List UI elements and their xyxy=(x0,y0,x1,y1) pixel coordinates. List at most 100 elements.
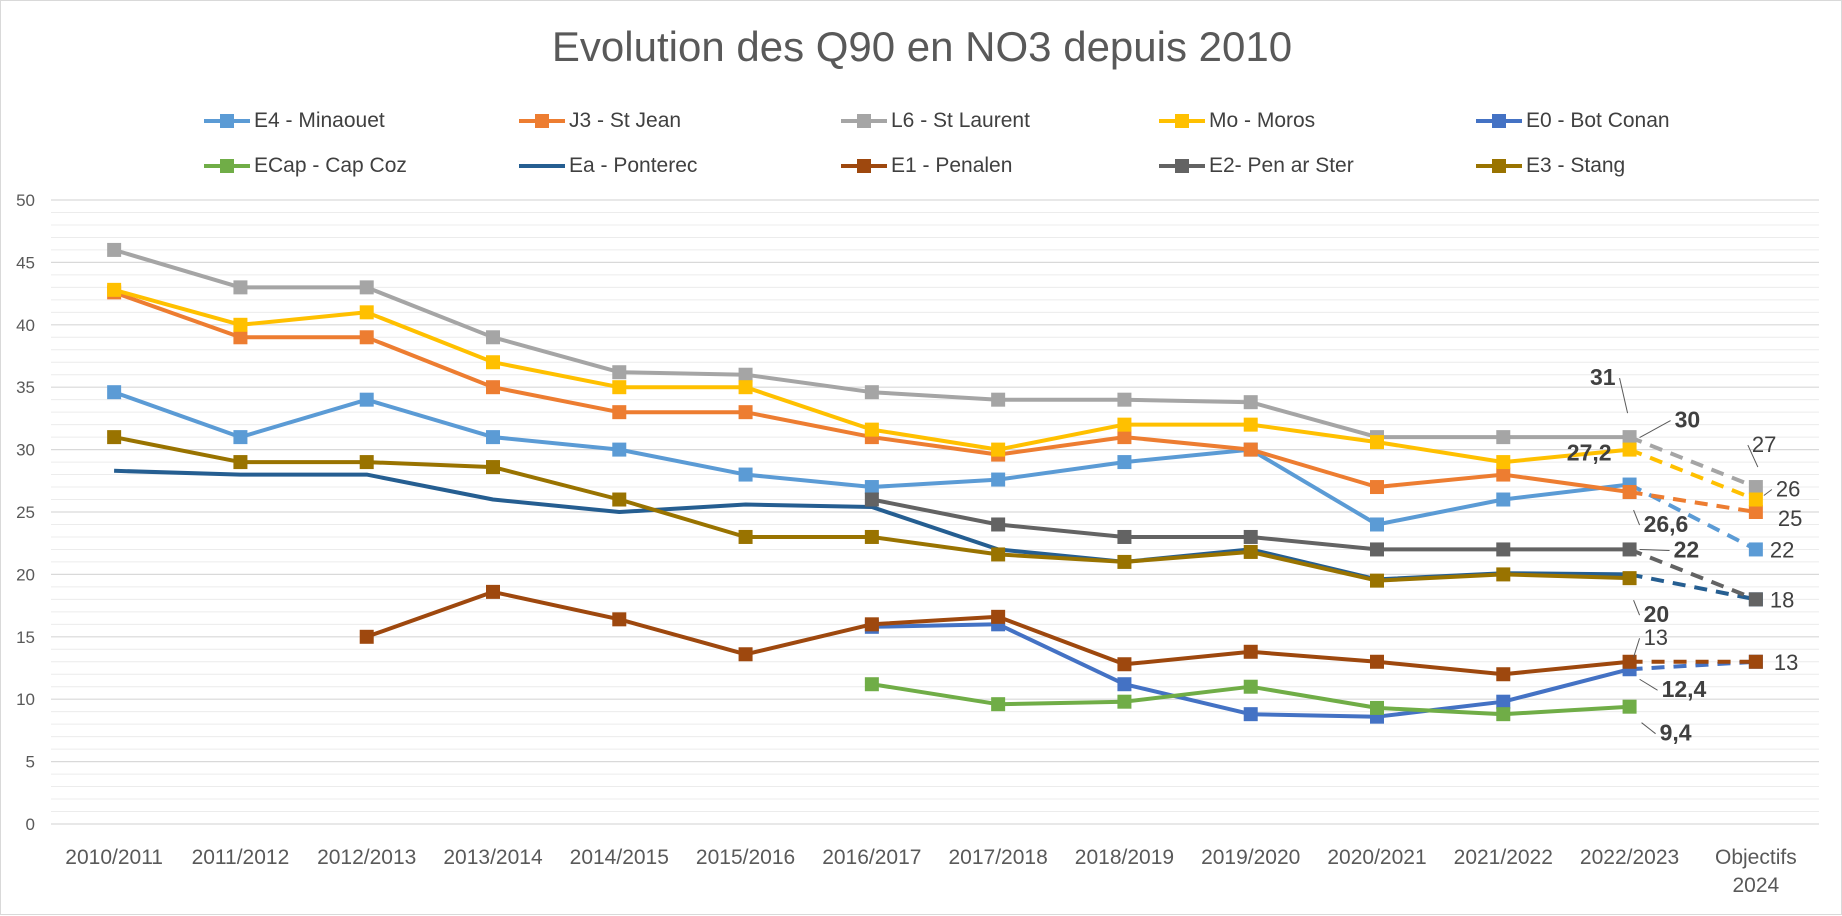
data-point xyxy=(1117,392,1132,407)
data-point xyxy=(1748,480,1763,495)
y-tick-label: 45 xyxy=(16,253,35,272)
series-j3-st-jean xyxy=(107,285,1763,519)
data-point xyxy=(1243,529,1258,544)
legend-item-e4-minaouet: E4 - Minaouet xyxy=(204,108,385,134)
data-point xyxy=(1622,654,1637,669)
x-tick-label: 2016/2017 xyxy=(822,846,921,869)
data-label: 27,2 xyxy=(1567,440,1612,466)
data-label: 12,4 xyxy=(1662,676,1707,702)
legend-label: Mo - Moros xyxy=(1209,109,1316,132)
data-point xyxy=(1243,679,1258,694)
data-point xyxy=(1370,435,1384,450)
data-label: 25 xyxy=(1778,506,1802,531)
legend-item-mo-moros: Mo - Moros xyxy=(1159,108,1315,134)
data-point xyxy=(1748,505,1763,519)
data-label-leader xyxy=(1747,444,1759,468)
legend-item-e1-penalen: E1 - Penalen xyxy=(841,153,1012,179)
data-label-leader xyxy=(1633,599,1641,616)
series-e1-penalen xyxy=(359,584,1763,682)
legend-swatch xyxy=(519,153,565,179)
legend-label: E0 - Bot Conan xyxy=(1526,109,1670,132)
y-tick-label: 25 xyxy=(16,503,35,522)
data-point xyxy=(991,609,1006,624)
data-point xyxy=(359,280,374,295)
data-point xyxy=(1370,517,1384,532)
x-tick-label: 2018/2019 xyxy=(1075,846,1174,869)
data-point xyxy=(738,647,753,662)
data-point xyxy=(991,472,1006,487)
legend-item-ecap-cap-coz: ECap - Cap Coz xyxy=(204,153,407,179)
data-point xyxy=(612,442,627,457)
data-point xyxy=(486,460,500,475)
data-point xyxy=(991,392,1006,407)
legend-label: Ea - Ponterec xyxy=(569,154,698,177)
data-label: 18 xyxy=(1770,587,1794,612)
data-point xyxy=(991,517,1006,532)
legend-item-ea-ponterec: Ea - Ponterec xyxy=(519,153,697,179)
data-point xyxy=(612,365,627,380)
legend-swatch xyxy=(519,108,565,134)
data-point xyxy=(738,529,753,544)
data-point xyxy=(359,629,374,644)
legend-swatch xyxy=(1159,153,1205,179)
legend-swatch xyxy=(1159,108,1205,134)
data-point xyxy=(1117,417,1132,432)
objective-line xyxy=(1629,490,1757,514)
data-point xyxy=(864,529,879,544)
data-point xyxy=(1243,707,1258,722)
data-point xyxy=(612,380,627,395)
x-tick-label: 2011/2012 xyxy=(192,846,290,869)
data-point xyxy=(1622,571,1637,586)
objective-line xyxy=(1628,435,1757,489)
y-tick-label: 20 xyxy=(16,565,35,584)
chart-title: Evolution des Q90 en NO3 depuis 2010 xyxy=(551,23,1293,70)
series-mo-moros xyxy=(107,282,1763,507)
legend-label: ECap - Cap Coz xyxy=(254,154,407,177)
data-point xyxy=(864,492,879,507)
legend-item-e0-bot-conan: E0 - Bot Conan xyxy=(1476,108,1670,134)
data-label: 22 xyxy=(1770,537,1794,562)
data-point xyxy=(486,380,500,395)
data-point xyxy=(233,430,248,445)
data-point xyxy=(864,480,879,495)
series-e2-pen-ar-ster xyxy=(864,492,1763,607)
data-point xyxy=(1117,430,1132,445)
x-tick-label: 2013/2014 xyxy=(443,846,543,869)
x-tick-label: 2012/2013 xyxy=(317,846,416,869)
data-point xyxy=(1370,480,1384,495)
series-e4-minaouet xyxy=(107,385,1763,557)
legend-swatch xyxy=(1476,153,1522,179)
data-point xyxy=(1117,529,1132,544)
data-point xyxy=(1370,654,1384,669)
data-point xyxy=(1370,542,1384,557)
data-label-leader xyxy=(1639,420,1671,439)
data-point xyxy=(107,282,122,297)
data-point xyxy=(486,330,500,345)
data-point xyxy=(233,330,248,345)
data-point xyxy=(1748,654,1763,669)
legend-swatch xyxy=(204,108,250,134)
data-point xyxy=(612,405,627,420)
data-point xyxy=(1622,485,1637,500)
data-point xyxy=(1496,694,1511,709)
data-point xyxy=(1496,707,1511,722)
data-label: 9,4 xyxy=(1660,720,1692,746)
data-label: 13 xyxy=(1774,650,1798,675)
data-point xyxy=(359,305,374,320)
legend-label: E1 - Penalen xyxy=(891,154,1013,177)
legend-label: E4 - Minaouet xyxy=(254,109,385,132)
data-point xyxy=(738,405,753,420)
y-tick-label: 10 xyxy=(16,690,35,709)
data-point xyxy=(486,355,500,370)
data-label-leader xyxy=(1641,722,1656,735)
data-point xyxy=(486,584,500,599)
data-point xyxy=(1748,542,1763,557)
data-point xyxy=(1496,467,1511,482)
data-label-leader xyxy=(1633,509,1641,526)
data-point xyxy=(233,317,248,332)
x-tick-label: 2017/2018 xyxy=(949,846,1048,869)
x-tick-label: 2021/2022 xyxy=(1454,846,1553,869)
series-ecap-cap-coz xyxy=(864,677,1637,722)
